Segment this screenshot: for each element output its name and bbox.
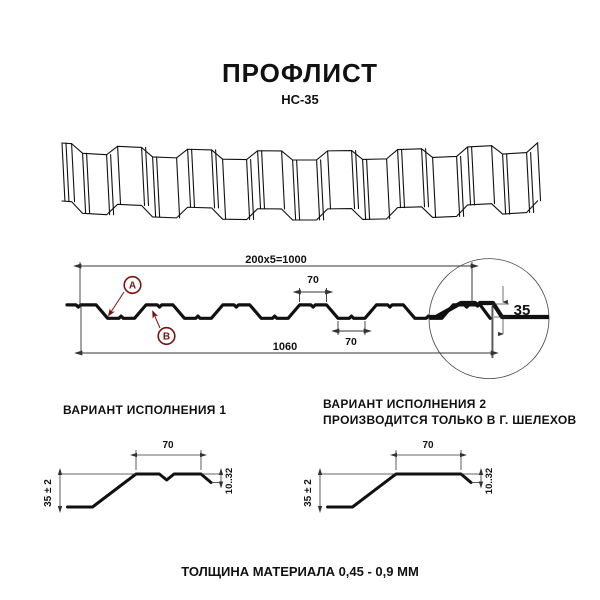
svg-text:ПРОИЗВОДИТСЯ ТОЛЬКО В Г. ШЕЛЕХ: ПРОИЗВОДИТСЯ ТОЛЬКО В Г. ШЕЛЕХОВ (323, 413, 577, 427)
svg-text:200x5=1000: 200x5=1000 (245, 254, 306, 266)
svg-text:35 ± 2: 35 ± 2 (303, 479, 314, 507)
svg-text:ВАРИАНТ ИСПОЛНЕНИЯ 2: ВАРИАНТ ИСПОЛНЕНИЯ 2 (323, 397, 486, 411)
svg-text:B: B (163, 332, 170, 343)
svg-text:ВАРИАНТ ИСПОЛНЕНИЯ 1: ВАРИАНТ ИСПОЛНЕНИЯ 1 (63, 403, 226, 417)
svg-text:10..32: 10..32 (224, 468, 235, 494)
svg-text:ТОЛЩИНА МАТЕРИАЛА 0,45 - 0,9 M: ТОЛЩИНА МАТЕРИАЛА 0,45 - 0,9 MM (181, 564, 419, 579)
svg-text:70: 70 (307, 274, 319, 286)
svg-text:70: 70 (345, 336, 357, 348)
svg-text:35 ± 2: 35 ± 2 (43, 479, 54, 507)
svg-text:10..32: 10..32 (484, 468, 495, 494)
svg-text:35: 35 (514, 302, 531, 319)
svg-text:1060: 1060 (273, 341, 297, 353)
svg-text:70: 70 (162, 440, 174, 451)
svg-text:A: A (129, 281, 136, 292)
svg-text:70: 70 (422, 440, 434, 451)
